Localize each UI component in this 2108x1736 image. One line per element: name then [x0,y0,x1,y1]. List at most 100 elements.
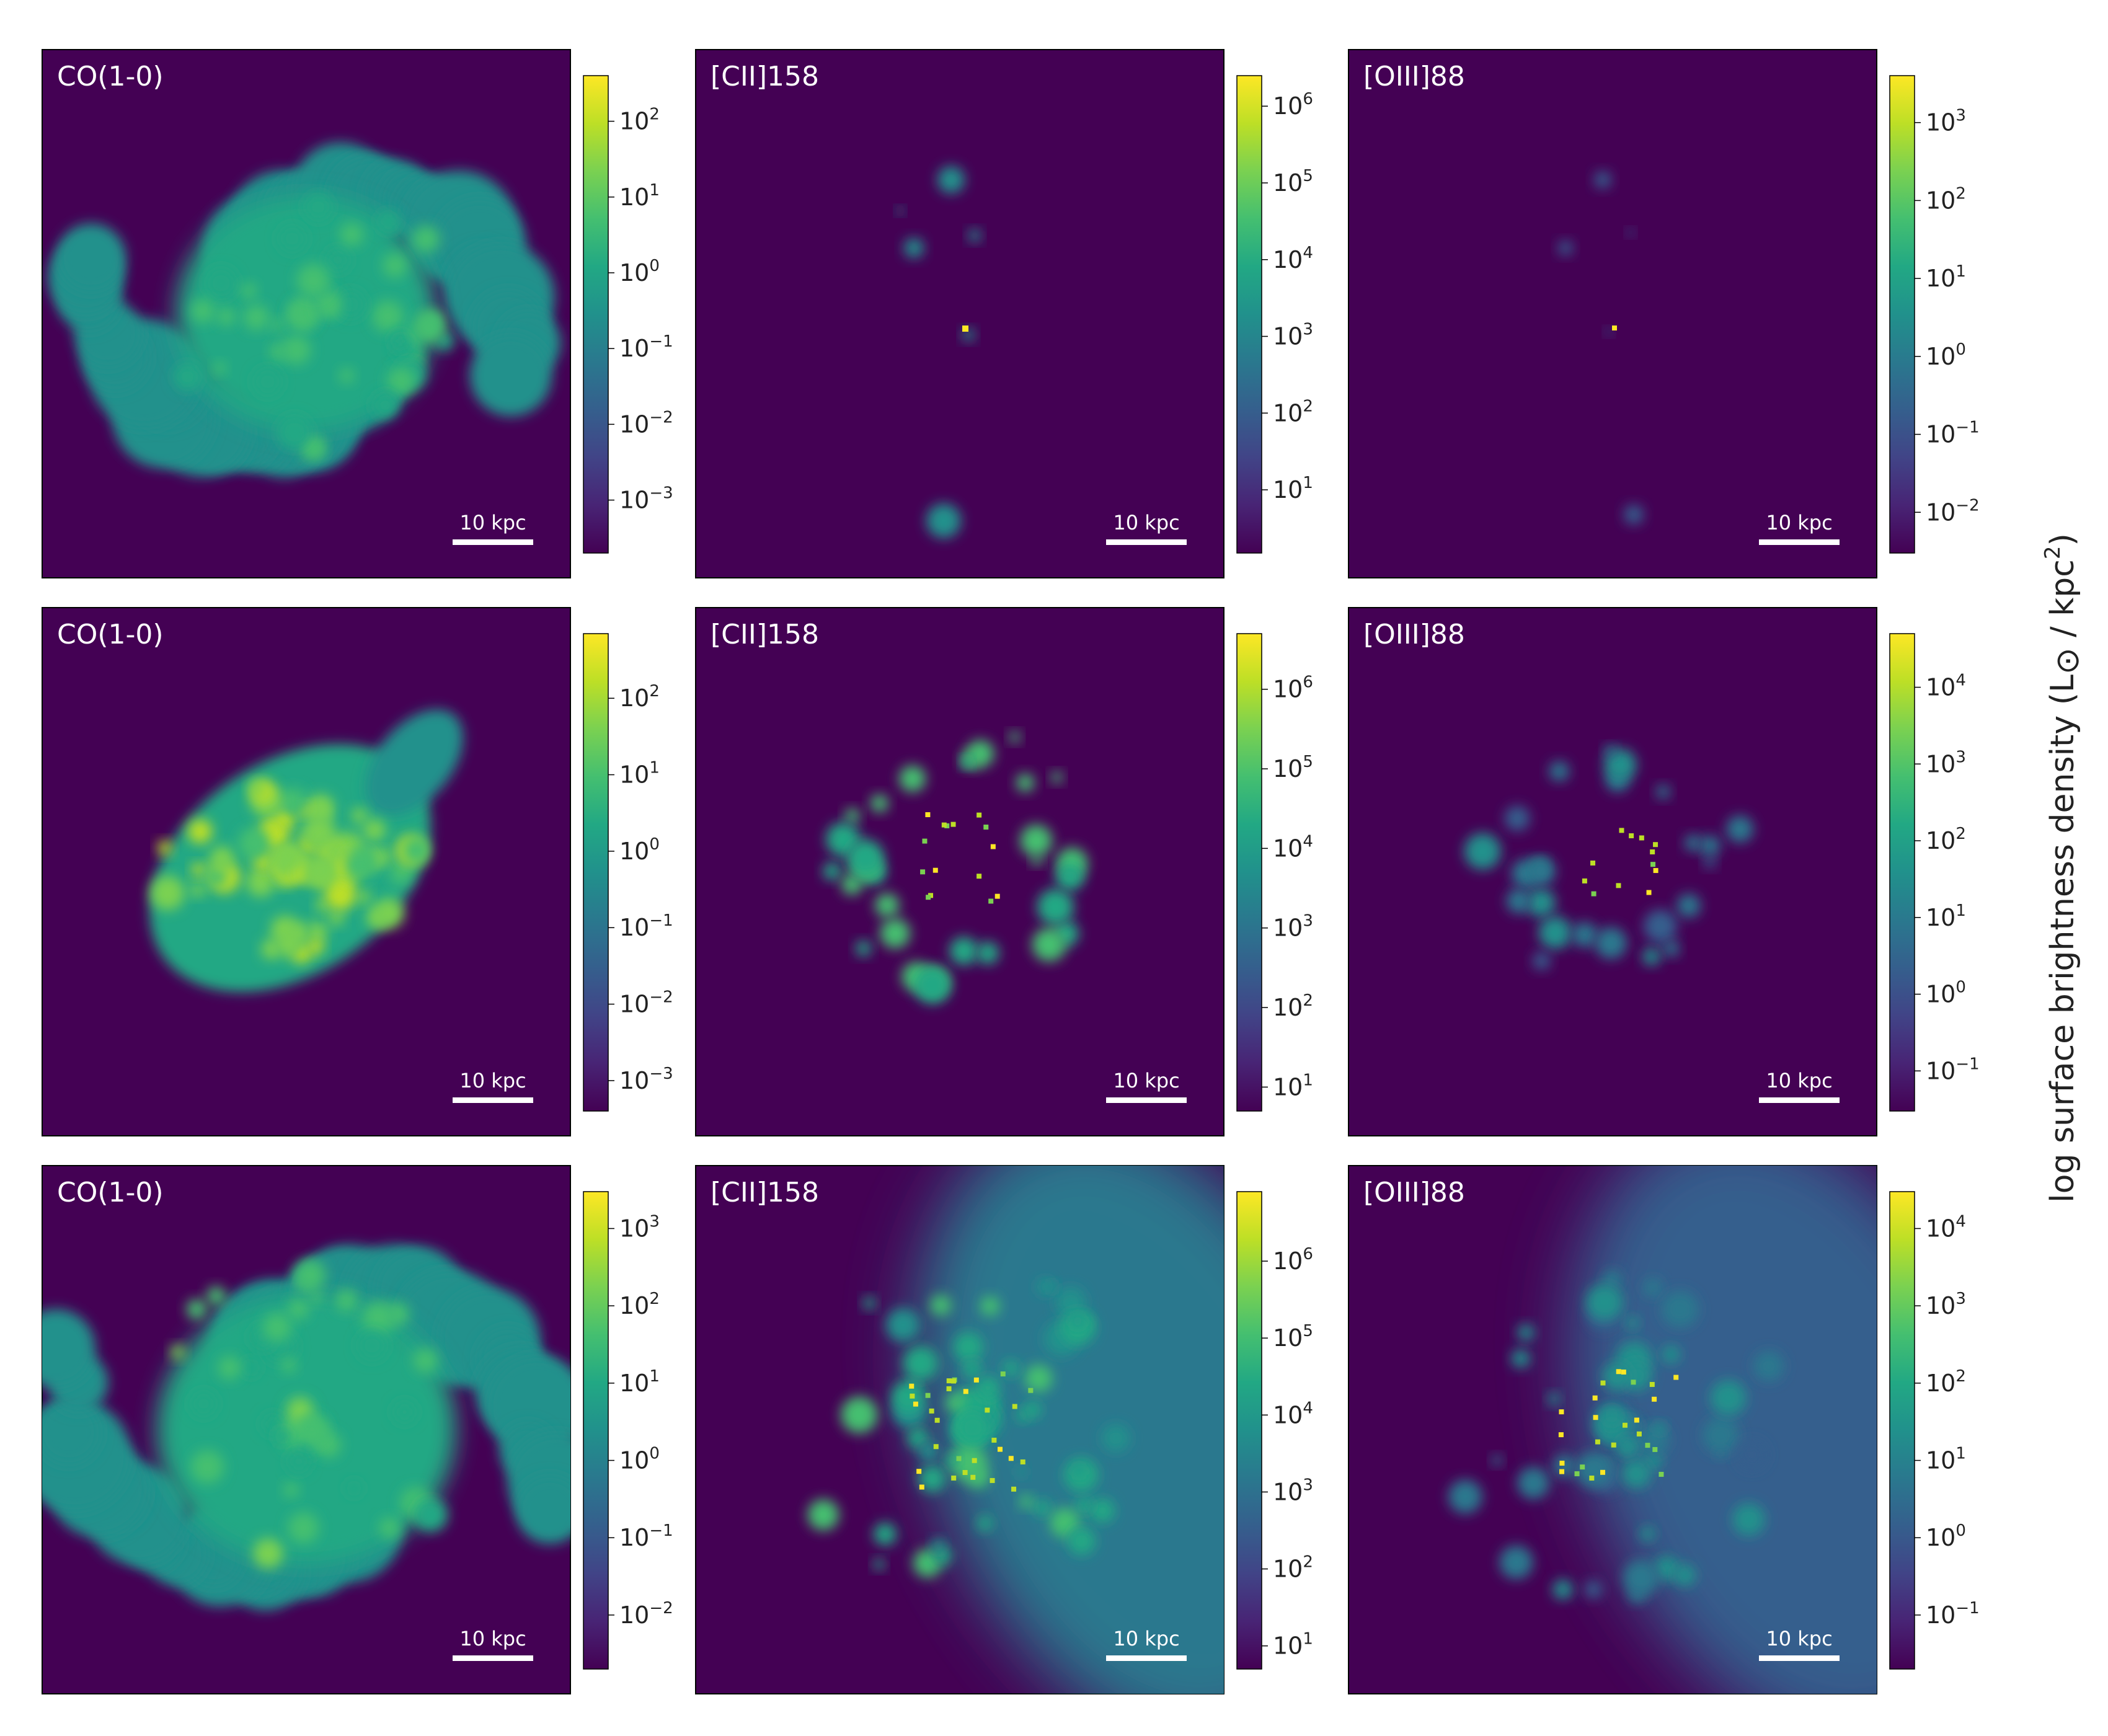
colorbar-tick-label: 10−2 [619,408,673,438]
colorbar: 10−3 10−2 10−1 100 101 102 [583,633,673,1112]
colorbar-gradient [583,1191,609,1670]
colorbar-tick-label: 103 [1273,1476,1313,1505]
panel-0-0: CO(1-0) 10 kpc 10−3 10−2 10−1 100 101 102 [42,49,673,578]
heatmap-image [149,709,464,992]
colorbar-gradient [1889,633,1915,1112]
colorbar-tick-label: 104 [1273,244,1313,273]
colorbar-tick-label: 103 [1926,107,1966,136]
colorbar-tick-label: 105 [1273,167,1313,197]
colorbar-tick-label: 102 [1273,397,1313,427]
colorbar-gradient [583,75,609,554]
scalebar-label: 10 kpc [459,1069,526,1092]
scalebar-label: 10 kpc [1766,1627,1832,1650]
colorbar-tick-label: 103 [1273,321,1313,350]
panel-title: [OIII]88 [1363,1177,1465,1208]
panel-0-1: [CII]158 10 kpc 101 102 103 104 105 106 [695,49,1313,578]
colorbar-tick-label: 101 [1926,1445,1966,1474]
colorbar-tick-label: 10−1 [1926,418,1980,448]
colorbar-tick-label: 10−2 [1926,496,1980,526]
colorbar-tick-label: 106 [1273,1245,1313,1275]
scalebar-label: 10 kpc [459,1627,526,1650]
heatmap-image [48,142,561,478]
colorbar-tick-label: 10−1 [1926,1055,1980,1084]
colorbar: 101 102 103 104 105 106 [1236,75,1313,554]
scalebar [1759,539,1840,545]
scalebar [1759,1655,1840,1661]
scalebar-label: 10 kpc [1113,511,1179,534]
colorbar-tick-label: 100 [1926,340,1966,370]
heatmap-image [1448,1166,1877,1694]
panel-title: [CII]158 [711,61,819,92]
colorbar: 10−3 10−2 10−1 100 101 102 [583,75,673,554]
panel-title: CO(1-0) [57,61,164,92]
colorbar: 10−2 10−1 100 101 102 103 [583,1191,673,1670]
scalebar-label: 10 kpc [459,511,526,534]
heatmap-image [1558,171,1644,525]
colorbar-gradient [583,633,609,1112]
scalebar [1106,1655,1187,1661]
heatmap-image [823,731,1088,1004]
scalebar [453,1655,533,1661]
colorbar-tick-label: 106 [1273,673,1313,703]
colorbar: 10−2 10−1 100 101 102 103 [1889,75,1980,554]
colorbar-tick-label: 101 [1273,1630,1313,1660]
colorbar-tick-label: 101 [619,181,660,211]
colorbar-gradient [1236,1191,1262,1670]
colorbar-tick-label: 103 [619,1212,660,1242]
colorbar-tick-label: 104 [1273,832,1313,862]
panel-2-2: [OIII]88 10 kpc 10−1 100 101 102 103 104 [1348,1165,1980,1694]
colorbar-tick-label: 102 [1926,825,1966,854]
colorbar: 10−1 100 101 102 103 104 [1889,1191,1980,1670]
panel-title: CO(1-0) [57,1177,164,1208]
scalebar [1106,1097,1187,1103]
colorbar-tick-label: 105 [1273,753,1313,782]
colorbar-tick-label: 10−3 [619,484,673,514]
colorbar-gradient [1236,75,1262,554]
colorbar-tick-label: 102 [619,682,660,712]
colorbar-tick-label: 101 [1926,262,1966,292]
heatmap-image [897,166,981,538]
panel-title: [OIII]88 [1363,61,1465,92]
colorbar: 10−1 100 101 102 103 104 [1889,633,1980,1112]
colorbar-tick-label: 10−2 [619,988,673,1018]
heatmap-background [1348,49,1877,578]
colorbar-tick-label: 104 [1926,671,1966,701]
colorbar-tick-label: 102 [1926,1367,1966,1397]
heatmap-background [695,49,1224,578]
colorbar-gradient [1236,633,1262,1112]
panel-title: [CII]158 [711,619,819,650]
panels: CO(1-0)10 kpc10−310−210−1100101102[CII]1… [42,49,1980,1694]
colorbar-tick-label: 105 [1273,1322,1313,1352]
colorbar-tick-label: 100 [1926,1521,1966,1551]
colorbar-tick-label: 101 [619,759,660,789]
colorbar-tick-label: 101 [1273,1071,1313,1100]
colorbar-tick-label: 100 [1926,978,1966,1008]
colorbar-tick-label: 103 [1926,748,1966,777]
colorbar-tick-label: 100 [619,1445,660,1474]
scalebar-label: 10 kpc [1766,1069,1832,1092]
colorbar-tick-label: 102 [619,105,660,135]
panel-1-0: CO(1-0) 10 kpc 10−3 10−2 10−1 100 101 102 [42,607,673,1136]
colorbar-tick-label: 102 [1926,184,1966,214]
colorbar-tick-label: 100 [619,835,660,865]
scalebar-label: 10 kpc [1113,1069,1179,1092]
colorbar-tick-label: 103 [1273,912,1313,942]
panel-1-2: [OIII]88 10 kpc 10−1 100 101 102 103 104 [1348,607,1980,1136]
scalebar-label: 10 kpc [1113,1627,1179,1650]
panel-1-1: [CII]158 10 kpc 101 102 103 104 105 106 [695,607,1313,1136]
colorbar-tick-label: 106 [1273,90,1313,120]
colorbar: 101 102 103 104 105 106 [1236,633,1313,1112]
colorbar-tick-label: 10−2 [619,1599,673,1629]
colorbar-tick-label: 102 [1273,1553,1313,1583]
colorbar-tick-label: 10−3 [619,1065,673,1094]
colorbar-tick-label: 104 [1273,1399,1313,1428]
colorbar-gradient [1889,75,1915,554]
colorbar-tick-label: 101 [1926,901,1966,931]
colorbar-tick-label: 102 [1273,991,1313,1021]
colorbar-tick-label: 101 [1273,474,1313,503]
panel-title: [OIII]88 [1363,619,1465,650]
colorbar-tick-label: 10−1 [1926,1599,1980,1629]
panel-title: CO(1-0) [57,619,164,650]
heatmap-background [695,607,1224,1136]
